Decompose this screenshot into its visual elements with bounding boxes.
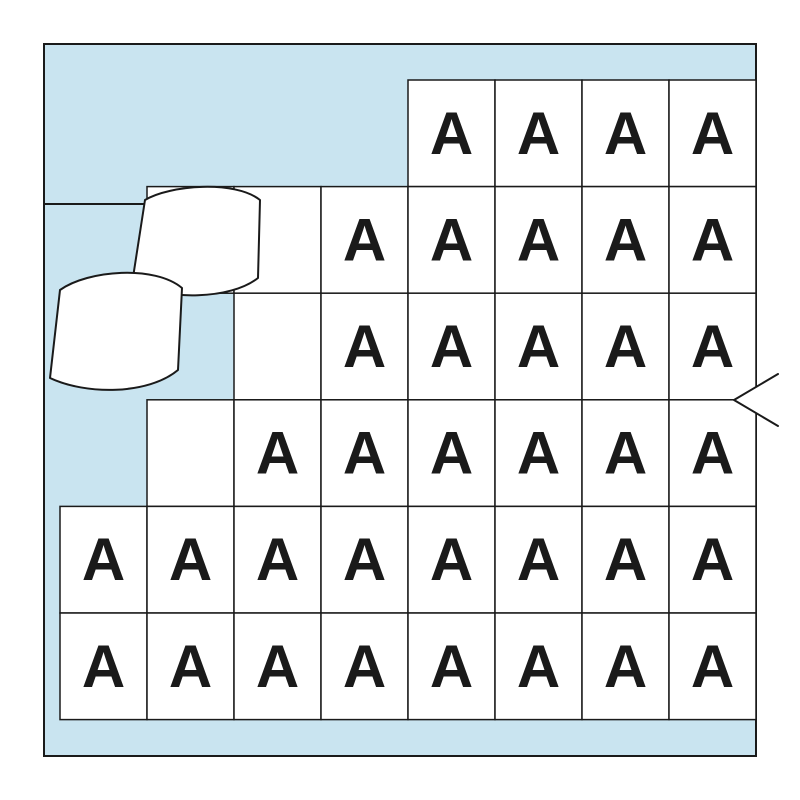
label-letter: A bbox=[604, 206, 647, 273]
label-letter: A bbox=[517, 420, 560, 487]
label-letter: A bbox=[691, 313, 734, 380]
label-letter: A bbox=[517, 100, 560, 167]
label-letter: A bbox=[343, 526, 386, 593]
label-letter: A bbox=[430, 206, 473, 273]
label-letter: A bbox=[82, 633, 125, 700]
peeled-label bbox=[50, 273, 182, 390]
label-letter: A bbox=[604, 526, 647, 593]
label-letter: A bbox=[343, 313, 386, 380]
label-letter: A bbox=[82, 526, 125, 593]
label-letter: A bbox=[517, 313, 560, 380]
label-letter: A bbox=[691, 420, 734, 487]
label-letter: A bbox=[517, 206, 560, 273]
label-cell bbox=[147, 400, 234, 507]
label-letter: A bbox=[169, 526, 212, 593]
label-letter: A bbox=[691, 633, 734, 700]
label-letter: A bbox=[343, 633, 386, 700]
label-letter: A bbox=[430, 313, 473, 380]
label-letter: A bbox=[604, 633, 647, 700]
label-letter: A bbox=[430, 100, 473, 167]
label-letter: A bbox=[604, 420, 647, 487]
label-letter: A bbox=[256, 526, 299, 593]
label-letter: A bbox=[604, 313, 647, 380]
label-letter: A bbox=[691, 100, 734, 167]
label-letter: A bbox=[517, 633, 560, 700]
label-letter: A bbox=[430, 420, 473, 487]
label-letter: A bbox=[256, 420, 299, 487]
label-cell bbox=[234, 293, 321, 400]
label-letter: A bbox=[517, 526, 560, 593]
label-letter: A bbox=[430, 633, 473, 700]
label-letter: A bbox=[343, 206, 386, 273]
label-letter: A bbox=[430, 526, 473, 593]
label-letter: A bbox=[604, 100, 647, 167]
label-letter: A bbox=[256, 633, 299, 700]
label-letter: A bbox=[691, 526, 734, 593]
label-letter: A bbox=[691, 206, 734, 273]
label-letter: A bbox=[343, 420, 386, 487]
label-letter: A bbox=[169, 633, 212, 700]
